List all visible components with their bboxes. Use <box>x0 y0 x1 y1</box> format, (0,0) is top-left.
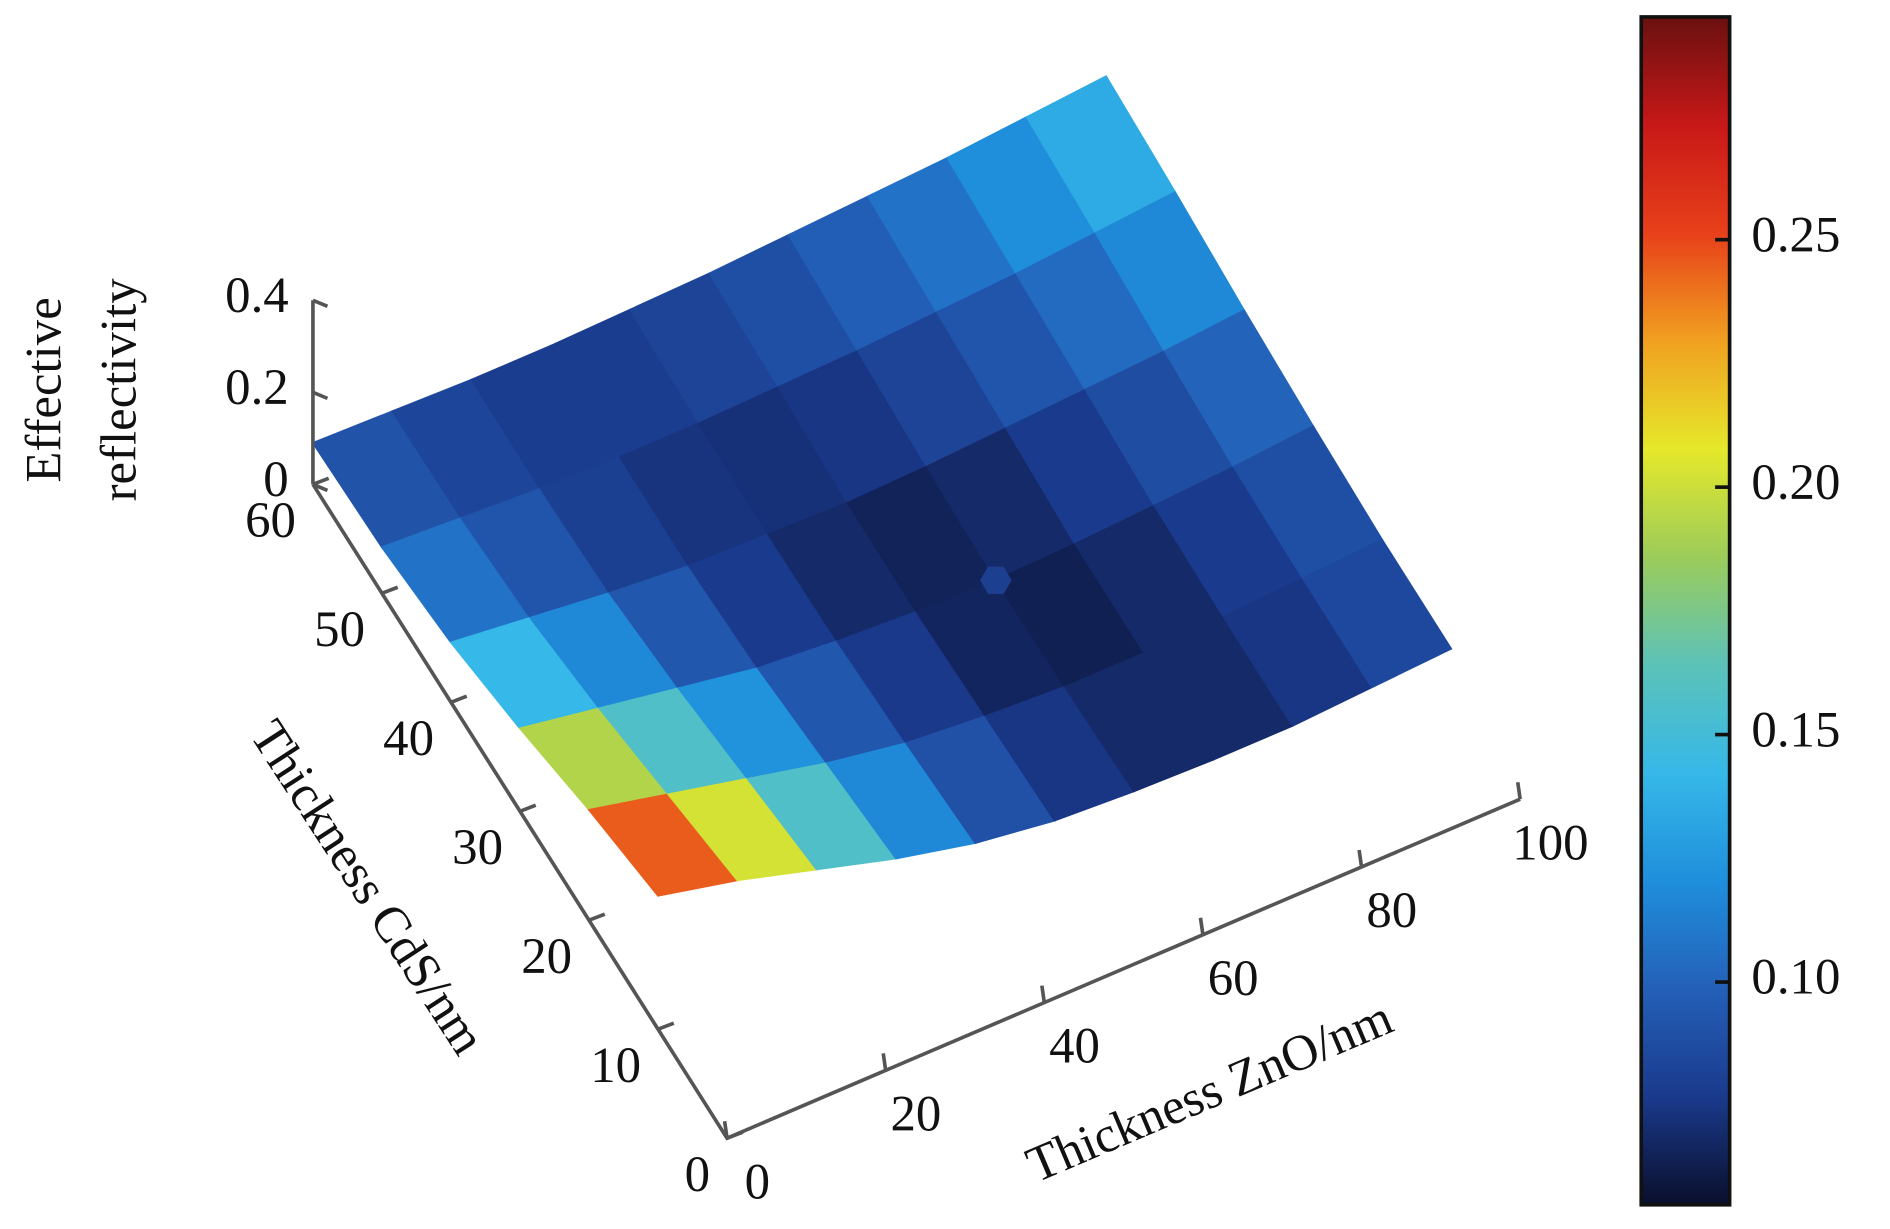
surface-cell <box>1301 538 1453 689</box>
x-tick <box>1357 849 1364 868</box>
y-tick-label: 30 <box>452 819 503 875</box>
z-tick-label: 0.4 <box>225 267 289 323</box>
y-axis-label: Thickness CdS/nm <box>240 710 497 1064</box>
x-tick-label: 100 <box>1512 814 1588 870</box>
z-tick-label: 0 <box>263 451 288 507</box>
y-tick <box>588 912 606 922</box>
colorbar-tick-label: 0.10 <box>1751 949 1840 1005</box>
x-tick <box>1040 985 1047 1003</box>
y-tick-label: 20 <box>521 928 572 984</box>
surface <box>311 75 1453 897</box>
colorbar-tick-label: 0.25 <box>1751 206 1840 262</box>
y-tick <box>519 803 537 813</box>
colorbar-tick-label: 0.20 <box>1751 454 1840 510</box>
x-tick <box>881 1053 888 1071</box>
min-marker <box>980 566 1012 594</box>
y-tick-label: 60 <box>245 492 296 548</box>
x-tick-label: 0 <box>745 1153 770 1209</box>
x-tick <box>1515 781 1522 800</box>
x-tick-label: 60 <box>1208 950 1259 1006</box>
z-tick <box>312 390 329 401</box>
colorbar <box>1639 15 1732 1207</box>
y-tick <box>450 694 468 704</box>
y-tick-label: 0 <box>685 1146 710 1202</box>
x-tick-label: 80 <box>1366 882 1417 938</box>
x-tick-label: 40 <box>1049 1018 1100 1074</box>
z-tick <box>312 482 329 493</box>
z-axis-label: Effective <box>16 297 72 482</box>
y-tick <box>312 476 330 487</box>
z-tick <box>312 298 329 309</box>
y-tick <box>657 1021 675 1031</box>
x-tick <box>1198 917 1205 936</box>
y-tick-label: 50 <box>314 601 365 657</box>
y-tick <box>726 1130 744 1140</box>
z-tick-label: 0.2 <box>225 359 289 415</box>
y-tick-label: 10 <box>590 1037 641 1093</box>
y-tick <box>381 585 399 596</box>
x-tick-label: 20 <box>891 1085 942 1141</box>
x-tick <box>722 1120 729 1139</box>
colorbar-tick-label: 0.15 <box>1751 701 1840 757</box>
y-tick-label: 40 <box>383 710 434 766</box>
z-axis-label: reflectivity <box>91 278 147 502</box>
